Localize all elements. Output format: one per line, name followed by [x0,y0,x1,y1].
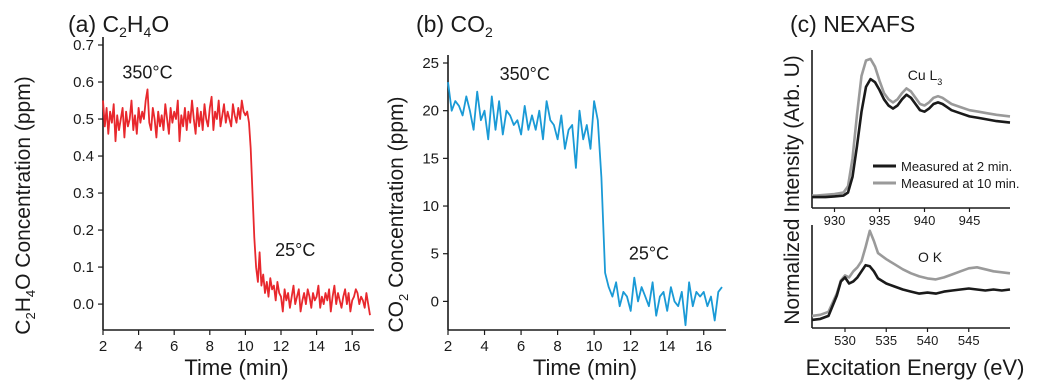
annotation-label: 25°C [275,240,315,260]
annotation-label: 25°C [629,243,669,263]
x-tick-label: 12 [622,338,639,355]
x-axis-label: Excitation Energy (eV) [806,355,1025,380]
x-tick-label: 6 [517,338,525,355]
y-tick-label: 0.1 [73,259,94,276]
x-tick-label: 12 [273,338,290,355]
x-tick-label: 16 [344,338,361,355]
panel-title: (c) NEXAFS [790,11,915,37]
chart-panel-1: 2 4 6 8 10 12 14 16 0 5 10 15 20 25 350°C 25°C (b) CO2 Ti… [385,11,726,380]
y-tick-label: 5 [431,246,439,263]
x-tick-label: 545 [958,333,980,348]
x-axis-label: Time (min) [184,355,288,380]
x-tick-label: 10 [237,338,254,355]
x-tick-label: 14 [659,338,676,355]
nexafs-series-line [811,263,1011,322]
x-tick-label: 16 [695,338,712,355]
y-axis-label: C2H4O Concentration (ppm) [12,76,38,334]
series-line-0 [102,88,371,316]
y-tick-label: 0.5 [73,111,94,128]
x-tick-label: 530 [834,333,856,348]
y-axis-label: CO2 Concentration (ppm) [385,97,411,333]
annotation-label: 350°C [122,62,172,82]
y-axis-label: Normalized Intensity (Arb. U) [781,55,804,325]
subplot-label: O K [918,249,943,265]
x-tick-label: 2 [444,338,452,355]
series-line-0 [447,81,723,327]
y-tick-label: 0.0 [73,296,94,313]
y-tick-label: 15 [422,150,439,167]
nexafs-series-line [812,57,1011,197]
x-tick-label: 2 [99,338,107,355]
legend-label: Measured at 2 min. [901,159,1012,174]
y-tick-label: 0.6 [73,74,94,91]
chart-panel-2: 930 935 940 945 Cu L3 Measured at 2 min. Measu… [781,11,1024,380]
subplot-label: Cu L3 [908,67,943,87]
x-axis-label: Time (min) [533,355,637,380]
y-tick-label: 0.2 [73,222,94,239]
y-tick-label: 25 [422,55,439,72]
y-tick-label: 10 [422,198,439,215]
y-tick-label: 0.3 [73,185,94,202]
x-tick-label: 540 [917,333,939,348]
legend-label: Measured at 10 min. [901,176,1020,191]
y-tick-label: 20 [422,103,439,120]
x-tick-label: 945 [959,213,981,228]
y-tick-label: 0 [431,293,439,310]
x-tick-label: 940 [914,213,936,228]
x-tick-label: 8 [553,338,561,355]
y-tick-label: 0.4 [73,148,94,165]
annotation-label: 350°C [500,64,550,84]
x-tick-label: 10 [586,338,603,355]
nexafs-series-line [811,229,1011,318]
x-tick-label: 4 [480,338,488,355]
x-tick-label: 535 [875,333,897,348]
y-tick-label: 0.7 [73,37,94,54]
x-tick-label: 935 [869,213,891,228]
x-tick-label: 930 [824,213,846,228]
x-tick-label: 8 [206,338,214,355]
chart-panel-0: 2 4 6 8 10 12 14 16 0.0 0.1 0.2 0.3 0.4 0.5 0.6 0.7 350°… [12,11,374,380]
panel-title: (b) CO2 [416,11,493,40]
nexafs-series-line [812,77,1011,199]
x-tick-label: 14 [308,338,325,355]
x-tick-label: 4 [134,338,142,355]
panel-title: (a) C2H4O [68,11,169,40]
x-tick-label: 6 [170,338,178,355]
